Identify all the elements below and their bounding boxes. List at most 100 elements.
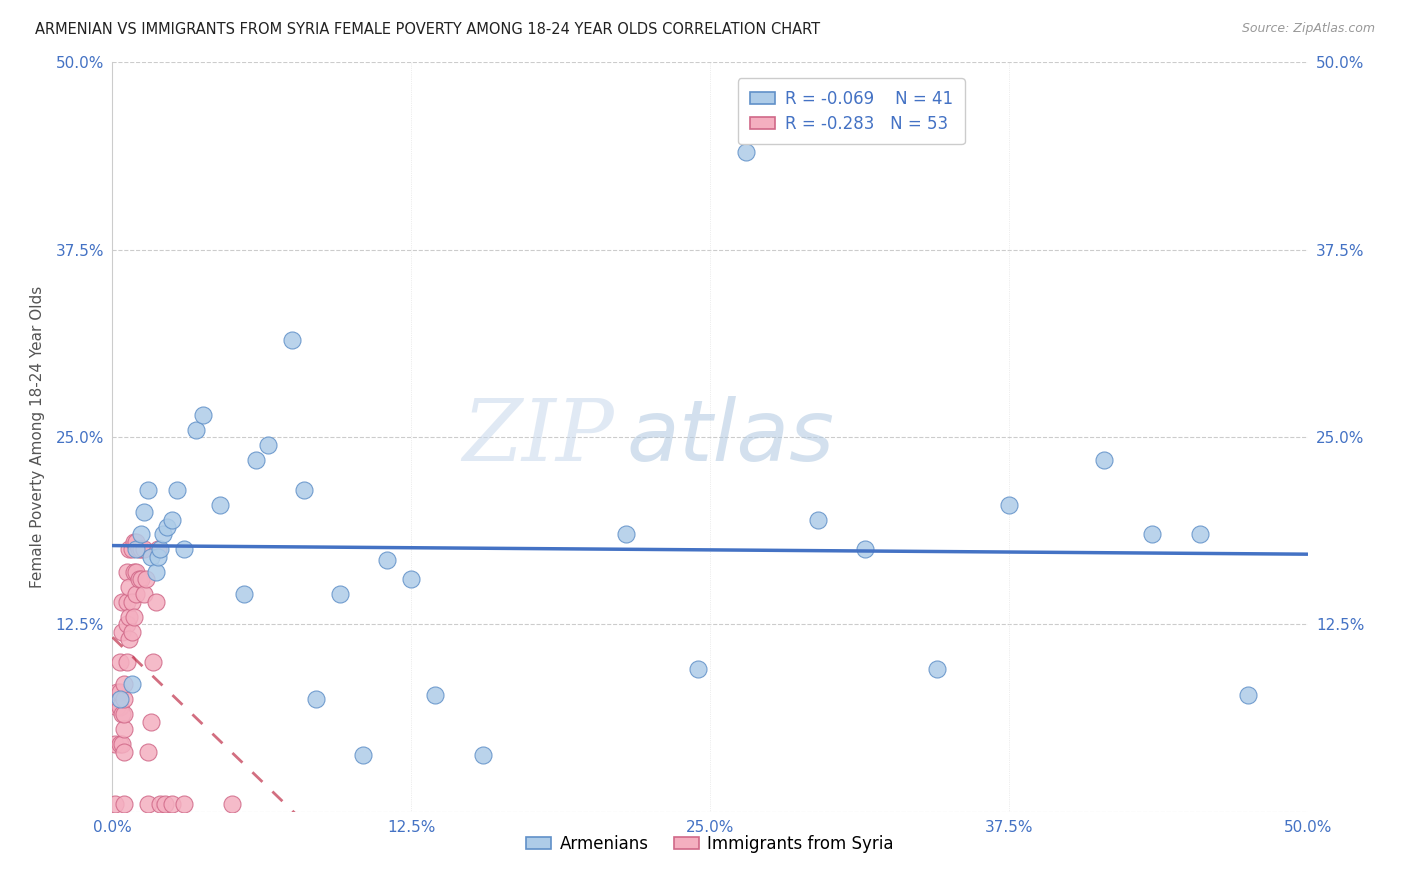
Point [281,333,304,347]
Point [105,685,128,699]
Y-axis label: Female Poverty Among 18-24 Year Olds: Female Poverty Among 18-24 Year Olds [30,286,45,588]
Point [221,797,243,812]
Point [105,699,128,714]
Point [138,797,160,812]
Point [145,565,167,579]
Point [121,595,143,609]
Point [472,747,495,762]
Point [146,549,169,564]
Point [162,512,183,526]
Point [114,677,135,691]
Point [166,483,188,497]
Point [153,797,176,812]
Point [425,688,447,702]
Point [132,587,155,601]
Point [149,542,172,557]
Point [1142,527,1164,541]
Point [129,573,152,587]
Point [352,747,374,762]
Point [173,542,195,557]
Point [118,542,141,557]
Point [245,452,267,467]
Point [132,542,155,557]
Point [138,483,160,497]
Point [125,565,148,579]
Point [1237,688,1260,702]
Point [114,692,135,706]
Point [156,520,179,534]
Point [193,408,215,422]
Point [735,145,758,160]
Text: atlas: atlas [627,395,834,479]
Text: Source: ZipAtlas.com: Source: ZipAtlas.com [1241,22,1375,36]
Point [108,685,131,699]
Point [122,565,145,579]
Point [125,542,148,557]
Point [209,498,232,512]
Point [855,542,877,557]
Point [305,692,328,706]
Point [118,580,141,594]
Point [807,512,830,526]
Point [186,423,208,437]
Point [138,745,160,759]
Point [122,610,145,624]
Point [142,655,165,669]
Point [111,737,134,751]
Point [135,573,157,587]
Point [146,542,169,557]
Point [145,595,167,609]
Text: ARMENIAN VS IMMIGRANTS FROM SYRIA FEMALE POVERTY AMONG 18-24 YEAR OLDS CORRELATI: ARMENIAN VS IMMIGRANTS FROM SYRIA FEMALE… [35,22,820,37]
Point [114,723,135,737]
Text: ZIP: ZIP [463,396,614,478]
Point [129,527,152,541]
Point [1094,452,1116,467]
Point [114,707,135,722]
Point [149,797,172,812]
Point [329,587,352,601]
Point [401,573,423,587]
Point [233,587,256,601]
Point [125,535,148,549]
Point [122,535,145,549]
Point [121,677,143,691]
Point [257,437,280,451]
Point [108,737,131,751]
Point [128,573,150,587]
Point [688,662,710,676]
Point [125,587,148,601]
Point [927,662,949,676]
Point [998,498,1021,512]
Point [139,549,162,564]
Point [162,797,183,812]
Point [292,483,315,497]
Point [129,542,152,557]
Point [173,797,195,812]
Point [121,542,143,557]
Point [377,553,399,567]
Point [108,699,131,714]
Point [115,565,138,579]
Point [152,527,174,541]
Point [616,527,638,541]
Point [115,595,138,609]
Point [128,542,150,557]
Point [104,737,127,751]
Point [104,797,127,812]
Point [118,610,141,624]
Point [115,655,138,669]
Point [114,797,135,812]
Point [1189,527,1212,541]
Point [118,632,141,647]
Point [115,617,138,632]
Point [111,707,134,722]
Point [108,692,131,706]
Point [111,624,134,639]
Point [139,714,162,729]
Point [114,745,135,759]
Point [108,655,131,669]
Point [132,505,155,519]
Legend: Armenians, Immigrants from Syria: Armenians, Immigrants from Syria [520,829,900,860]
Point [121,624,143,639]
Point [111,595,134,609]
